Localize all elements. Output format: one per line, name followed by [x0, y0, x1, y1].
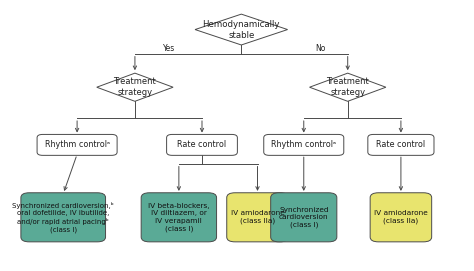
FancyBboxPatch shape — [21, 193, 106, 242]
FancyBboxPatch shape — [166, 134, 237, 155]
Polygon shape — [310, 73, 386, 101]
Text: IV amiodarone
(class IIa): IV amiodarone (class IIa) — [374, 210, 428, 224]
Text: Synchronized
cardioversion
(class I): Synchronized cardioversion (class I) — [279, 207, 328, 228]
FancyBboxPatch shape — [37, 134, 117, 155]
FancyBboxPatch shape — [370, 193, 432, 242]
Text: Hemodynamically
stable: Hemodynamically stable — [202, 20, 280, 40]
FancyBboxPatch shape — [227, 193, 288, 242]
FancyBboxPatch shape — [264, 134, 344, 155]
Text: IV beta-blockers,
IV diltiazem, or
IV verapamil
(class I): IV beta-blockers, IV diltiazem, or IV ve… — [148, 203, 210, 232]
Text: Rhythm controlᵃ: Rhythm controlᵃ — [45, 140, 109, 149]
Polygon shape — [195, 14, 288, 45]
FancyBboxPatch shape — [368, 134, 434, 155]
FancyBboxPatch shape — [141, 193, 217, 242]
Text: Treatment
strategy: Treatment strategy — [326, 77, 369, 97]
Polygon shape — [97, 73, 173, 101]
Text: IV amiodarone
(class IIa): IV amiodarone (class IIa) — [231, 210, 284, 224]
Text: Yes: Yes — [163, 44, 175, 53]
Text: Rhythm controlᵃ: Rhythm controlᵃ — [271, 140, 337, 149]
Text: No: No — [315, 44, 326, 53]
FancyBboxPatch shape — [271, 193, 337, 242]
Text: Treatment
strategy: Treatment strategy — [114, 77, 156, 97]
Text: Rate control: Rate control — [177, 140, 227, 149]
Text: Rate control: Rate control — [376, 140, 426, 149]
Text: Synchronized cardioversion,ᵇ
oral dofetilide, IV ibutilide,
and/or rapid atrial : Synchronized cardioversion,ᵇ oral dofeti… — [12, 202, 114, 233]
